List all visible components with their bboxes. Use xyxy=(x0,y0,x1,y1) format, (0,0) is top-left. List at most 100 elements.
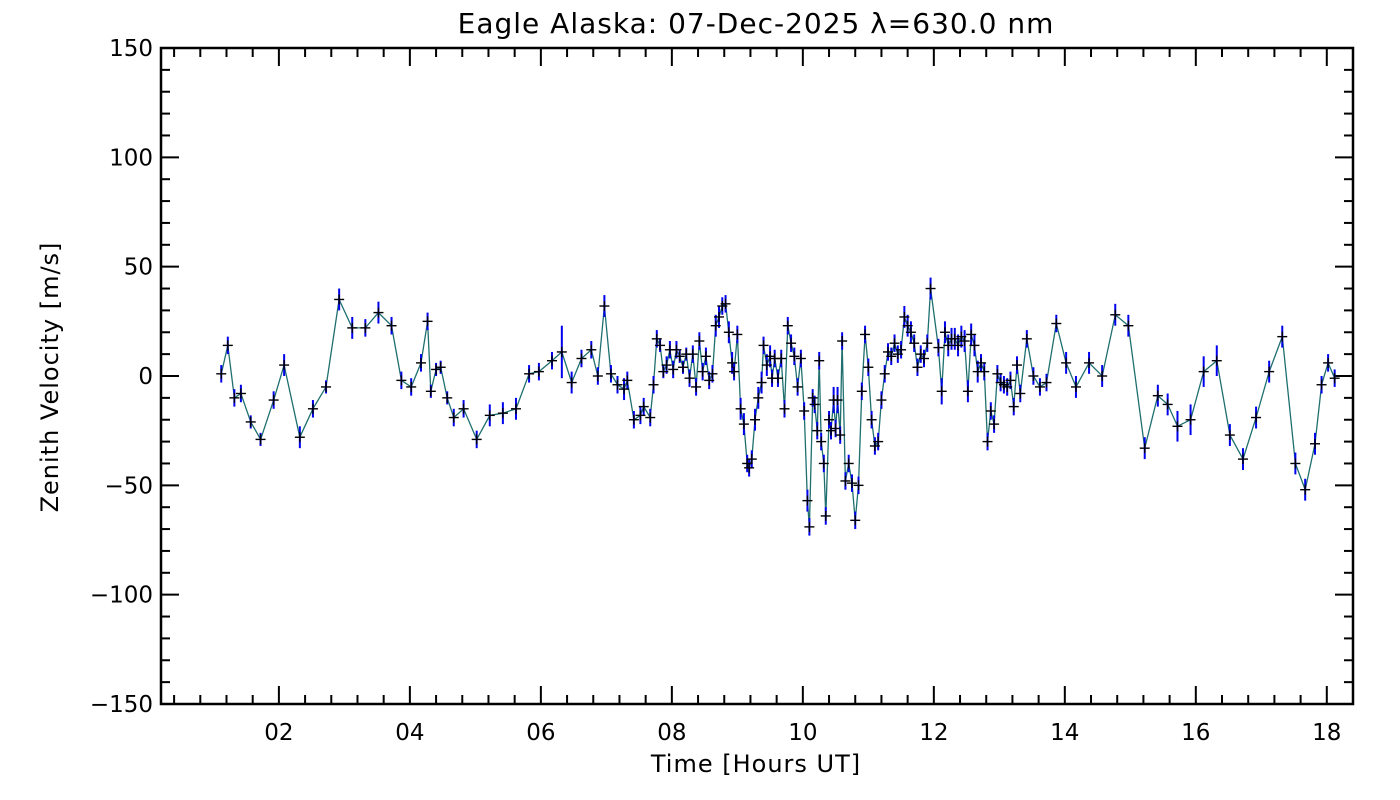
data-point xyxy=(886,351,897,362)
data-point xyxy=(1316,379,1327,390)
data-point xyxy=(386,320,397,331)
data-point xyxy=(830,423,841,434)
data-point xyxy=(750,414,761,425)
data-point xyxy=(866,414,877,425)
data-point xyxy=(899,311,910,322)
data-point xyxy=(1211,355,1222,366)
data-point xyxy=(729,366,740,377)
axis-tick-labels: 02 04 06 08 10 12 14 16 18 −150 −100 −50 0 50 100 150 xyxy=(90,36,1342,746)
data-point xyxy=(1162,399,1173,410)
data-point xyxy=(586,344,597,355)
data-point xyxy=(936,386,947,397)
data-point xyxy=(889,338,900,349)
data-point xyxy=(835,430,846,441)
data-point xyxy=(925,283,936,294)
x-tick-label: 06 xyxy=(526,720,555,746)
y-axis-label: Zenith Velocity [m/s] xyxy=(36,242,64,513)
data-point xyxy=(651,333,662,344)
data-point xyxy=(814,355,825,366)
data-point xyxy=(1002,381,1013,392)
data-point xyxy=(809,399,820,410)
data-point xyxy=(902,320,913,331)
data-point xyxy=(879,368,890,379)
data-point xyxy=(1198,366,1209,377)
data-point xyxy=(860,329,871,340)
data-point xyxy=(658,366,669,377)
data-point xyxy=(820,510,831,521)
data-point xyxy=(772,373,783,384)
data-point xyxy=(425,386,436,397)
data-point xyxy=(746,454,757,465)
data-point xyxy=(802,495,813,506)
data-point xyxy=(216,368,227,379)
data-point xyxy=(222,340,233,351)
data-point xyxy=(691,381,702,392)
data-point xyxy=(846,478,857,489)
data-point xyxy=(843,458,854,469)
data-point xyxy=(422,316,433,327)
data-point xyxy=(873,436,884,447)
data-point xyxy=(655,340,666,351)
data-point xyxy=(605,368,616,379)
data-point xyxy=(1070,381,1081,392)
data-point xyxy=(727,357,738,368)
data-point xyxy=(671,344,682,355)
data-point xyxy=(758,340,769,351)
data-point xyxy=(962,386,973,397)
data-point xyxy=(484,410,495,421)
data-point xyxy=(1277,331,1288,342)
data-point xyxy=(592,371,603,381)
data-point xyxy=(779,403,790,414)
data-point xyxy=(268,395,279,406)
data-point xyxy=(795,353,806,364)
data-point xyxy=(1185,414,1196,425)
data-point xyxy=(807,392,818,403)
data-point xyxy=(943,340,954,351)
data-point xyxy=(723,327,734,338)
data-point xyxy=(826,425,837,436)
data-point xyxy=(1224,430,1235,441)
data-point xyxy=(674,351,685,362)
data-point xyxy=(245,416,256,427)
data-point xyxy=(789,351,800,362)
data-point xyxy=(765,351,776,362)
data-point xyxy=(989,419,1000,430)
data-point xyxy=(856,386,867,397)
data-point xyxy=(619,384,630,395)
data-point xyxy=(1329,373,1340,384)
y-tick-label: 150 xyxy=(109,36,153,62)
data-point xyxy=(235,388,246,399)
data-point xyxy=(431,364,442,375)
data-point xyxy=(628,414,639,425)
data-point xyxy=(599,301,610,312)
data-point xyxy=(905,327,916,338)
data-point xyxy=(832,395,843,406)
data-point xyxy=(992,368,1003,379)
data-point xyxy=(782,320,793,331)
data-point xyxy=(969,340,980,351)
data-point xyxy=(307,403,318,414)
data-point xyxy=(1110,309,1121,320)
x-tick-label: 14 xyxy=(1050,720,1079,746)
data-point xyxy=(818,458,829,469)
data-point xyxy=(556,346,567,357)
data-point xyxy=(497,408,508,419)
data-point xyxy=(909,338,920,349)
data-point xyxy=(547,355,558,366)
data-point xyxy=(863,362,874,373)
data-point xyxy=(953,340,964,351)
data-point xyxy=(792,381,803,392)
axis-ticks xyxy=(161,47,1354,705)
data-point xyxy=(876,395,887,406)
data-point xyxy=(850,515,861,526)
data-point xyxy=(471,434,482,445)
data-point xyxy=(853,480,864,491)
y-tick-label: −50 xyxy=(104,473,153,499)
data-point xyxy=(922,338,933,349)
data-point xyxy=(1139,443,1150,454)
data-point xyxy=(979,366,990,377)
data-point xyxy=(714,311,725,322)
data-point xyxy=(396,375,407,386)
data-point xyxy=(1028,371,1039,381)
data-point xyxy=(697,366,708,377)
